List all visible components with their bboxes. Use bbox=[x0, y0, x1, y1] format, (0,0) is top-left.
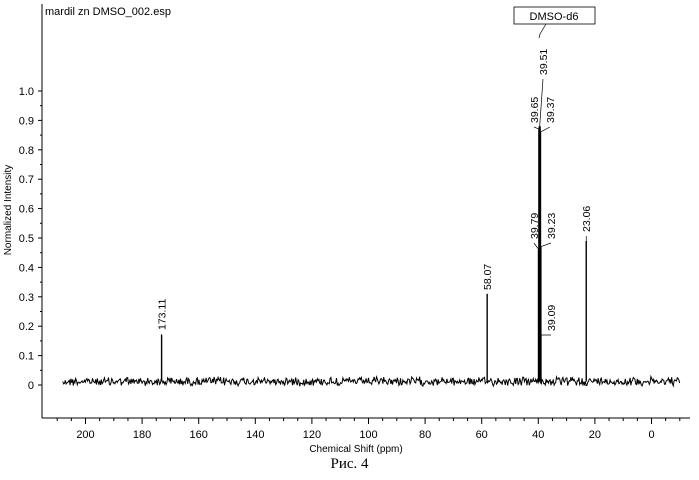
x-tick-label: 200 bbox=[76, 429, 94, 441]
peak-label-connector bbox=[534, 243, 539, 250]
solvent-annotation: DMSO-d6 bbox=[514, 7, 595, 38]
y-tick-label: 0.5 bbox=[19, 233, 34, 245]
x-tick-label: 0 bbox=[648, 429, 654, 441]
x-axis-label: Chemical Shift (ppm) bbox=[309, 444, 402, 455]
y-tick-label: 0 bbox=[28, 380, 34, 392]
peak-label: 39.79 bbox=[529, 213, 541, 239]
peak-label-connector bbox=[540, 127, 550, 132]
y-axis-label: Normalized Intensity bbox=[3, 165, 14, 256]
x-tick-label: 160 bbox=[190, 429, 208, 441]
spectrum-baseline bbox=[63, 377, 680, 387]
x-tick-label: 140 bbox=[246, 429, 264, 441]
y-tick-label: 0.2 bbox=[19, 321, 34, 333]
y-tick-label: 0.6 bbox=[19, 204, 34, 216]
y-ticks: 0 0.1 0.2 0.3 0.4 0.5 0.6 0.7 0.8 0.9 1.0 bbox=[19, 86, 42, 392]
peak-label: 23.06 bbox=[581, 206, 593, 232]
y-tick-label: 1.0 bbox=[19, 86, 34, 98]
y-tick-label: 0.1 bbox=[19, 351, 34, 363]
y-tick-label: 0.4 bbox=[19, 262, 34, 274]
peak-label: 39.23 bbox=[546, 213, 558, 239]
y-tick-label: 0.8 bbox=[19, 145, 34, 157]
solvent-pointer bbox=[539, 24, 546, 38]
peak-label-connector bbox=[540, 243, 551, 247]
peak-label-connector bbox=[534, 127, 539, 129]
peak-label: 39.09 bbox=[546, 305, 558, 331]
x-tick-label: 80 bbox=[419, 429, 431, 441]
figure-caption: Рис. 4 bbox=[0, 456, 699, 473]
y-tick-label: 0.3 bbox=[19, 292, 34, 304]
peak-label: 39.51 bbox=[538, 49, 550, 75]
x-ticks: 200180160140120100806040200 bbox=[57, 418, 680, 441]
peak-label: 58.07 bbox=[482, 264, 494, 290]
x-tick-label: 20 bbox=[589, 429, 601, 441]
peak-label: 39.65 bbox=[529, 97, 541, 123]
y-tick-label: 0.7 bbox=[19, 174, 34, 186]
x-tick-label: 120 bbox=[303, 429, 321, 441]
solvent-label: DMSO-d6 bbox=[530, 11, 579, 23]
x-tick-label: 40 bbox=[532, 429, 544, 441]
peak-label: 173.11 bbox=[157, 299, 169, 330]
peak-label: 39.37 bbox=[545, 97, 557, 123]
x-tick-label: 100 bbox=[359, 429, 377, 441]
file-title: mardil zn DMSO_002.esp bbox=[45, 6, 171, 18]
spectrum-peaks bbox=[162, 126, 587, 381]
x-tick-label: 180 bbox=[133, 429, 151, 441]
x-tick-label: 60 bbox=[476, 429, 488, 441]
peak-labels: 173.11 58.07 39.79 39.65 39.51 39.37 39.23 39.0… bbox=[157, 49, 594, 335]
y-tick-label: 0.9 bbox=[19, 115, 34, 127]
